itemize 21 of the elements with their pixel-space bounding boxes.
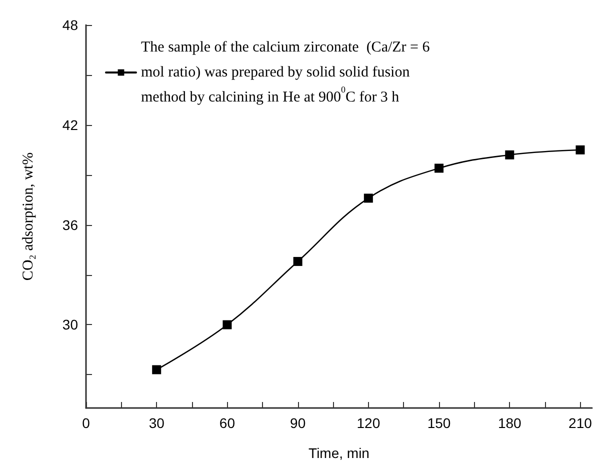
y-tick-label: 42 [62,116,78,133]
point [152,365,162,374]
x-tick-label: 30 [148,415,165,431]
x-tick-label: 90 [290,415,306,431]
y-tick-label: 48 [62,17,78,33]
y-tick-label: 30 [62,316,78,333]
point [576,145,585,154]
x-tick-label: 120 [356,415,380,431]
point [434,164,444,173]
point [505,150,514,160]
y-tick-label: 36 [62,216,78,233]
point [222,320,232,330]
point [364,194,373,203]
x-tick-label: 210 [568,415,592,431]
point [293,256,302,266]
x-tick-label: 150 [427,415,451,431]
x-tick-label: 60 [219,415,236,431]
x-tick-label: 0 [82,415,90,431]
x-axis-title: Time, min [308,445,370,461]
y-axis-title: CO₂ adsorption, wt% [20,152,36,281]
x-tick-label: 180 [498,415,522,431]
